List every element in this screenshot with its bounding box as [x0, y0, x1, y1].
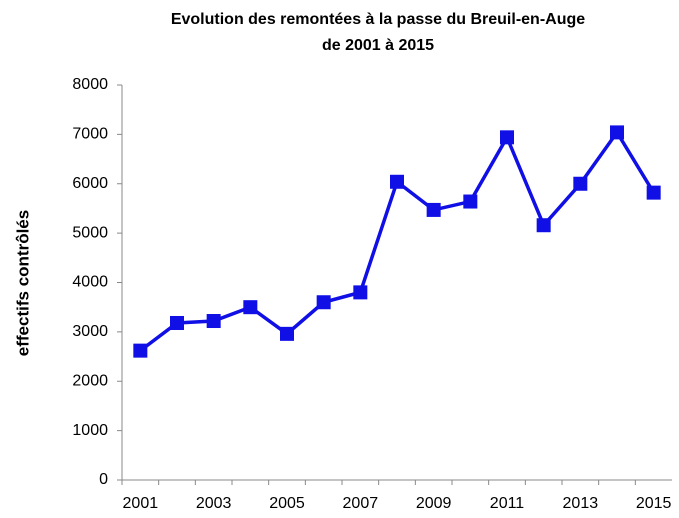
y-tick-label: 3000	[72, 323, 108, 340]
marker	[426, 202, 441, 217]
y-tick-label: 5000	[72, 224, 108, 241]
y-tick-label: 7000	[72, 126, 108, 143]
marker	[463, 194, 478, 209]
x-tick-label: 2009	[416, 495, 452, 512]
marker	[316, 295, 331, 310]
x-tick-label: 2011	[490, 495, 525, 512]
marker	[133, 343, 148, 358]
x-tick-label: 2001	[123, 495, 159, 512]
chart-title: Evolution des remontées à la passe du Br…	[171, 11, 585, 28]
marker	[353, 285, 368, 300]
marker	[206, 314, 221, 329]
y-tick-label: 1000	[72, 422, 108, 439]
x-tick-label: 2015	[636, 495, 672, 512]
y-axis-label: effectifs contrôlés	[13, 210, 32, 356]
x-tick-label: 2005	[269, 495, 305, 512]
y-tick-label: 6000	[72, 175, 108, 192]
chart-title: de 2001 à 2015	[322, 37, 434, 54]
marker	[243, 300, 258, 315]
x-tick-label: 2013	[563, 495, 599, 512]
y-tick-label: 2000	[72, 372, 108, 389]
marker	[170, 315, 184, 330]
x-tick-label: 2007	[343, 495, 379, 512]
x-tick-label: 2003	[196, 495, 232, 512]
marker	[610, 125, 624, 140]
y-tick-label: 4000	[72, 274, 108, 291]
y-tick-label: 0	[99, 471, 108, 488]
marker	[280, 326, 294, 341]
marker	[646, 185, 661, 200]
marker	[390, 174, 404, 189]
y-tick-label: 8000	[72, 76, 108, 93]
marker	[573, 176, 588, 191]
marker	[500, 130, 514, 145]
marker	[536, 218, 551, 233]
